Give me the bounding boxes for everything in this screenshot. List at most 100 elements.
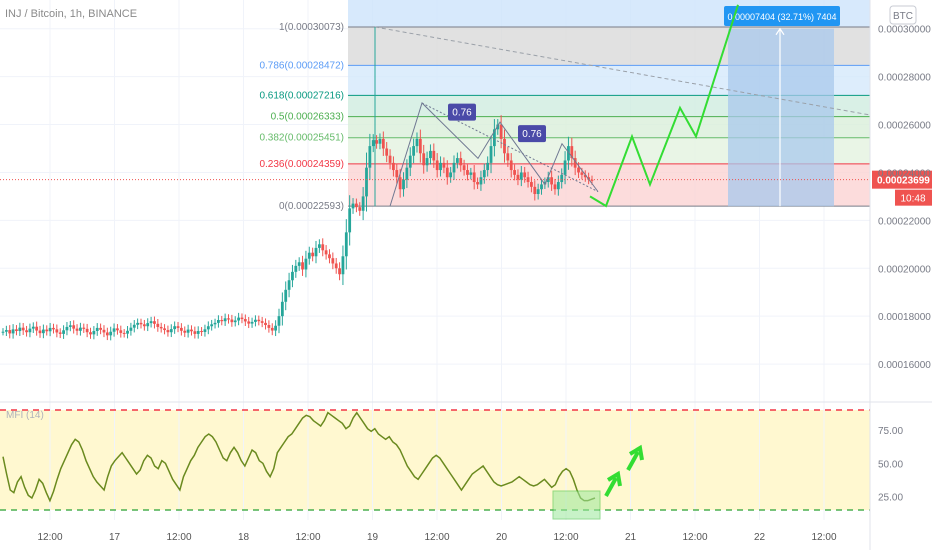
time-tick-label: 12:00: [811, 532, 836, 543]
candle-body: [503, 138, 506, 154]
countdown-value: 10:48: [900, 194, 925, 205]
candle-body: [146, 323, 150, 327]
time-tick-label: 22: [754, 532, 766, 543]
bullish-arrow-head: [628, 444, 644, 461]
candle-body: [68, 325, 72, 327]
candle-body: [284, 289, 288, 302]
bullish-arrow-head: [606, 470, 622, 487]
candle-body: [455, 158, 459, 163]
retracement-badge: [448, 103, 476, 121]
candle-body: [317, 244, 321, 248]
candle-body: [95, 327, 99, 332]
candle-body: [402, 179, 405, 190]
candle-body: [270, 327, 274, 331]
candle-body: [243, 319, 247, 322]
candle-body: [479, 177, 483, 185]
candle-body: [1, 331, 5, 333]
candle-body: [210, 324, 214, 327]
candle-body: [371, 140, 375, 147]
candle-body: [8, 330, 12, 334]
retracement-badge-label: 0.76: [522, 129, 542, 140]
candle-body: [429, 150, 432, 159]
candle-body: [173, 326, 177, 330]
candle-body: [567, 146, 570, 161]
candle-body: [351, 203, 355, 209]
candle-body: [540, 184, 543, 190]
candle-body: [92, 331, 96, 335]
candle-body: [149, 321, 153, 324]
candle-body: [432, 150, 436, 161]
candle-body: [590, 179, 594, 181]
candle-body: [392, 162, 395, 171]
candle-body: [328, 254, 331, 259]
candle-body: [550, 177, 554, 185]
candle-body: [62, 330, 65, 334]
price-tick-label: 0.00020000: [878, 264, 931, 275]
mfi-line: [2, 411, 596, 503]
candle-body: [287, 280, 291, 290]
price-tick-label: 0.00022000: [878, 216, 931, 227]
candle-body: [543, 182, 547, 185]
candle-body: [274, 325, 278, 331]
candle-body: [126, 330, 129, 334]
candle-body: [513, 170, 516, 175]
time-tick-label: 12:00: [295, 532, 320, 543]
target-zone: 0.00007404 (32.71%) 7404: [724, 6, 840, 207]
time-tick-label: 19: [367, 532, 379, 543]
fib-level-label: 0.618(0.00027216): [259, 90, 344, 101]
candle-body: [476, 182, 479, 185]
candle-body: [338, 268, 341, 275]
mfi-highlight-box: [552, 490, 601, 520]
candle-body: [355, 203, 358, 208]
candle-body: [408, 155, 412, 168]
candle-body: [142, 324, 146, 327]
candle-body: [153, 321, 156, 324]
candle-body: [257, 319, 261, 322]
candle-body: [499, 124, 503, 139]
bullish-arrow: [604, 477, 618, 497]
candle-body: [388, 155, 392, 163]
target-label-box: [724, 6, 840, 26]
candle-body: [422, 153, 426, 166]
candle-body: [119, 330, 123, 333]
projection-path: [589, 4, 739, 208]
candle-body: [233, 320, 237, 323]
time-tick-label: 18: [238, 532, 250, 543]
candle-body: [445, 167, 449, 178]
time-tick-label: 20: [496, 532, 508, 543]
candle-body: [496, 124, 500, 130]
candle-body: [85, 328, 89, 333]
candle-body: [536, 189, 540, 195]
fib-level-label: 0.5(0.00026333): [271, 112, 344, 123]
candle-body: [301, 262, 304, 270]
candle-body: [65, 326, 69, 331]
time-tick-label: 21: [625, 532, 637, 543]
candle-body: [15, 329, 18, 332]
candle-body: [72, 325, 76, 329]
fib-level-label: 1(0.00030073): [279, 22, 344, 33]
price-tick-label: 0.00030000: [878, 25, 931, 36]
candle-body: [200, 331, 203, 333]
candle-body: [280, 301, 284, 317]
candle-body: [190, 329, 193, 332]
candle-body: [203, 329, 207, 332]
target-box: [728, 28, 834, 207]
candle-body: [361, 196, 365, 211]
candle-body: [466, 170, 469, 175]
candle-body: [18, 327, 22, 332]
mfi-indicator: 75.00 50.00 25.00 MFI (14): [0, 409, 903, 520]
price-tick-label: 0.00018000: [878, 312, 931, 323]
fib-level-label: 0.786(0.00028472): [259, 60, 344, 71]
candle-body: [99, 327, 103, 330]
candle-body: [132, 324, 136, 328]
candle-body: [341, 256, 345, 275]
candle-body: [375, 140, 378, 144]
candle-body: [4, 330, 8, 332]
candle-body: [48, 327, 52, 332]
candle-body: [462, 165, 466, 171]
candle-body: [321, 244, 325, 251]
candle-body: [240, 317, 244, 320]
candle-body: [220, 320, 224, 322]
